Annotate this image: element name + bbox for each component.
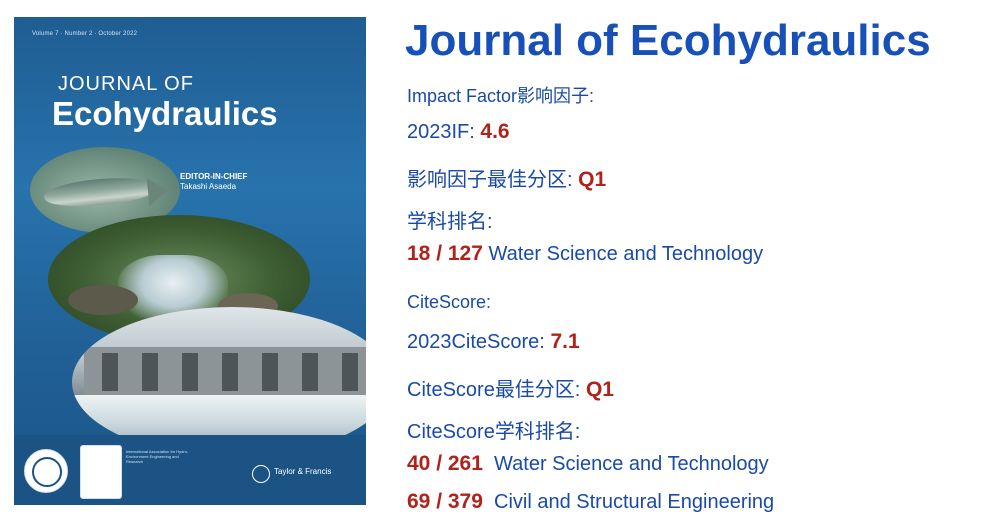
if-rank-subject: Water Science and Technology <box>488 243 764 265</box>
citescore-value: 7.1 <box>550 330 580 353</box>
imhr-logo-icon <box>24 449 68 493</box>
citescore-quartile-value: Q1 <box>585 378 614 401</box>
cover-kicker: JOURNAL OF <box>58 73 194 95</box>
journal-cover: Volume 7 · Number 2 · October 2022 JOURN… <box>14 17 366 505</box>
cover-editor: EDITOR-IN-CHIEF Takashi Asaeda <box>180 172 247 192</box>
citescore-heading: CiteScore: <box>407 292 492 312</box>
citescore-row: 2023CiteScore: 7.1 <box>407 330 580 354</box>
citescore-rank-row: 69 / 379 Civil and Structural Engineerin… <box>407 490 774 514</box>
citescore-rank-value: 69 / 379 <box>407 490 483 513</box>
if-rank-value: 18 / 127 <box>407 242 483 265</box>
dam-gate <box>102 353 118 391</box>
fish-shape <box>42 173 158 211</box>
iahr-logo-icon <box>80 445 122 499</box>
dam-gate <box>142 353 158 391</box>
impact-factor-heading: Impact Factor影响因子: <box>407 86 595 106</box>
stream-rock <box>68 285 138 315</box>
citescore-label: 2023CiteScore: <box>407 331 545 353</box>
citescore-rank-value: 40 / 261 <box>407 452 483 475</box>
cover-footer: International Association for Hydro-Envi… <box>14 435 366 505</box>
dam-gate <box>182 353 198 391</box>
taylor-francis-logo-icon <box>252 465 270 483</box>
citescore-rank-subject: Water Science and Technology <box>494 453 769 475</box>
if-value: 4.6 <box>480 120 510 143</box>
citescore-quartile-label: CiteScore最佳分区: <box>407 379 581 401</box>
cover-title: Ecohydraulics <box>52 95 278 132</box>
cover-issue-line: Volume 7 · Number 2 · October 2022 <box>32 31 138 37</box>
dam-gate <box>262 353 278 391</box>
subject-rank-heading: 学科排名: <box>407 211 493 233</box>
journal-title: Journal of Ecohydraulics <box>405 16 931 65</box>
if-rank-row: 18 / 127 Water Science and Technology <box>407 242 763 266</box>
citescore-rank-row: 40 / 261 Water Science and Technology <box>407 452 769 476</box>
dam-gate <box>302 353 318 391</box>
citescore-rank-heading: CiteScore学科排名: <box>407 421 581 443</box>
dam-gate <box>222 353 238 391</box>
publisher-name: Taylor & Francis <box>274 467 332 476</box>
fish-tail-shape <box>146 176 170 206</box>
if-quartile-label: 影响因子最佳分区: <box>407 169 573 191</box>
impact-factor-row: 2023IF: 4.6 <box>407 120 510 144</box>
if-quartile-row: 影响因子最佳分区: Q1 <box>407 163 606 192</box>
citescore-quartile-row: CiteScore最佳分区: Q1 <box>407 373 614 402</box>
cover-footer-text: International Association for Hydro-Envi… <box>126 449 189 464</box>
cover-editor-role: EDITOR-IN-CHIEF <box>180 172 248 181</box>
cover-editor-name: Takashi Asaeda <box>180 182 237 191</box>
if-label: 2023IF: <box>407 121 475 143</box>
dam-gate <box>342 353 358 391</box>
if-quartile-value: Q1 <box>578 168 607 191</box>
citescore-rank-subject: Civil and Structural Engineering <box>494 491 775 513</box>
